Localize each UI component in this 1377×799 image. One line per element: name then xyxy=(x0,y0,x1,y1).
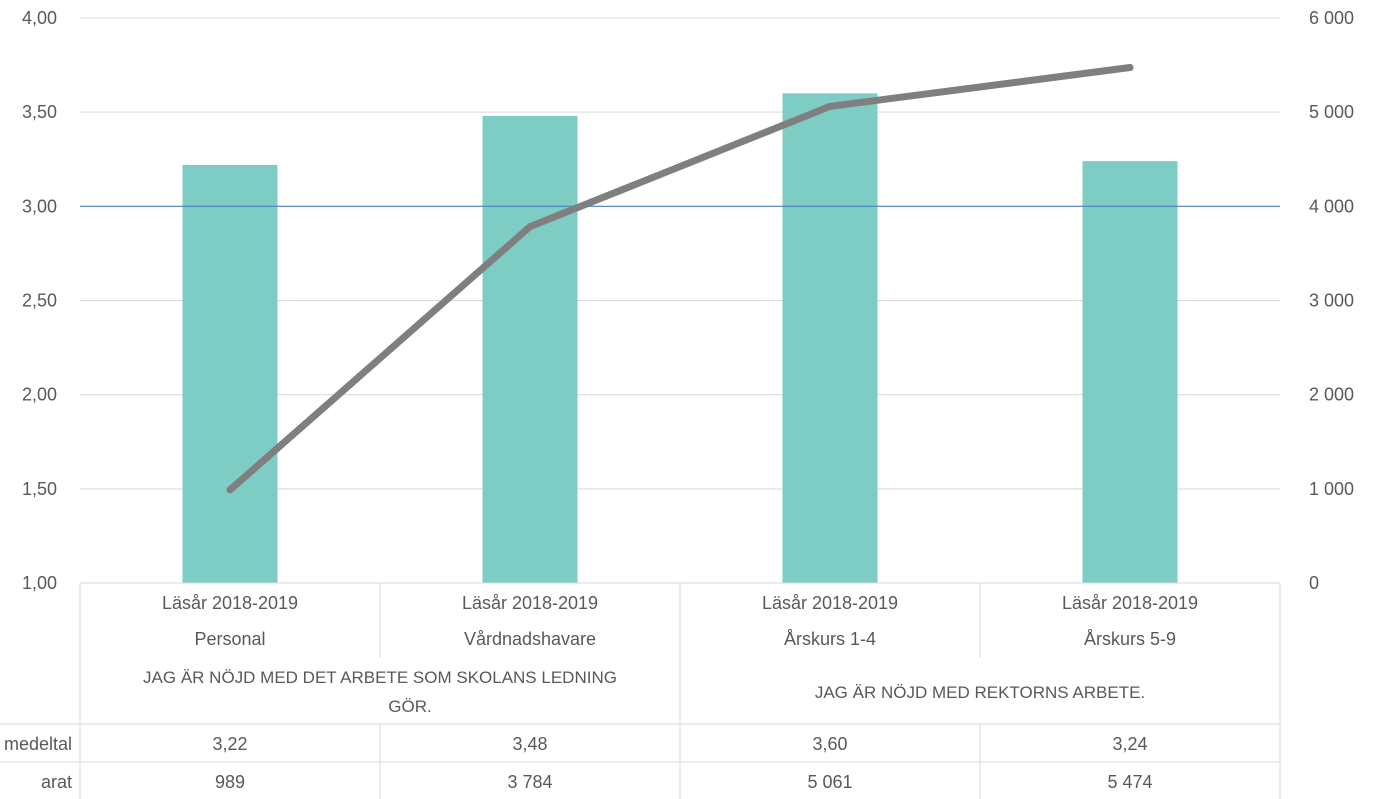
group-label-line1: JAG ÄR NÖJD MED DET ARBETE SOM SKOLANS L… xyxy=(143,668,617,687)
table-cell-arat: 3 784 xyxy=(507,772,552,792)
category-label-line2: Vårdnadshavare xyxy=(464,629,596,649)
y-right-tick-label: 6 000 xyxy=(1309,8,1354,28)
line-point xyxy=(1126,64,1134,72)
y-left-tick-label: 3,00 xyxy=(22,196,57,216)
y-left-tick-label: 4,00 xyxy=(22,8,57,28)
y-right-tick-label: 4 000 xyxy=(1309,196,1354,216)
group-label-line2: GÖR. xyxy=(388,697,431,716)
y-right-tick-label: 1 000 xyxy=(1309,479,1354,499)
line-series-path xyxy=(226,64,1134,494)
line-point xyxy=(526,223,534,231)
row-label-arat: arat xyxy=(41,772,72,792)
table-cell-arat: 989 xyxy=(215,772,245,792)
table-cell-medeltal: 3,48 xyxy=(512,734,547,754)
category-label-line2: Personal xyxy=(194,629,265,649)
data-table: Läsår 2018-2019 Personal Läsår 2018-2019 Vå… xyxy=(0,582,1281,799)
line-point xyxy=(826,102,834,110)
y-right-tick-label: 0 xyxy=(1309,573,1319,593)
category-label-line2: Årskurs 1-4 xyxy=(784,629,876,649)
table-cell-medeltal: 3,24 xyxy=(1112,734,1147,754)
table-cell-medeltal: 3,22 xyxy=(212,734,247,754)
y-axis-left: 4,00 3,50 3,00 2,50 2,00 1,50 1,00 xyxy=(22,8,57,593)
y-right-tick-label: 2 000 xyxy=(1309,385,1354,405)
line-point xyxy=(226,486,234,494)
y-left-tick-label: 1,00 xyxy=(22,573,57,593)
bar-series xyxy=(182,93,1178,583)
row-label-medeltal: medeltal xyxy=(4,734,72,754)
y-right-tick-label: 5 000 xyxy=(1309,102,1354,122)
category-label-line1: Läsår 2018-2019 xyxy=(462,593,598,613)
table-cell-arat: 5 061 xyxy=(807,772,852,792)
line-series xyxy=(226,64,1134,494)
y-left-tick-label: 2,50 xyxy=(22,291,57,311)
y-left-tick-label: 1,50 xyxy=(22,479,57,499)
y-left-tick-label: 3,50 xyxy=(22,102,57,122)
category-label-line1: Läsår 2018-2019 xyxy=(762,593,898,613)
table-cell-arat: 5 474 xyxy=(1107,772,1152,792)
category-label-line2: Årskurs 5-9 xyxy=(1084,629,1176,649)
y-right-tick-label: 3 000 xyxy=(1309,291,1354,311)
category-label-line1: Läsår 2018-2019 xyxy=(1062,593,1198,613)
bar xyxy=(182,164,278,583)
bar xyxy=(482,115,578,583)
group-label: JAG ÄR NÖJD MED REKTORNS ARBETE. xyxy=(815,683,1145,702)
bar xyxy=(1082,161,1178,583)
y-axis-right: 6 000 5 000 4 000 3 000 2 000 1 000 0 xyxy=(1309,8,1354,593)
table-cell-medeltal: 3,60 xyxy=(812,734,847,754)
category-label-line1: Läsår 2018-2019 xyxy=(162,593,298,613)
bar xyxy=(782,93,878,583)
y-left-tick-label: 2,00 xyxy=(22,385,57,405)
